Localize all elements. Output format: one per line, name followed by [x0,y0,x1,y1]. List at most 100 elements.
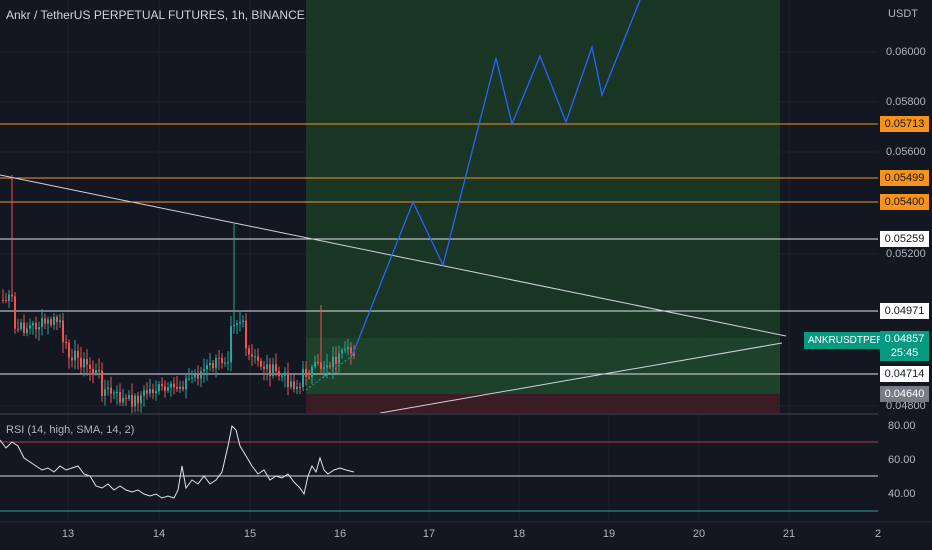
candle-body [317,362,319,364]
candle-body [227,362,229,364]
rsi-tick: 60.00 [888,454,916,466]
candle-body [170,383,172,388]
candle-body [74,350,76,361]
rsi-line[interactable] [0,424,355,499]
candle-body [236,323,238,326]
candle-body [26,328,28,334]
candle-body [275,364,277,372]
candle-body [185,378,187,390]
level-label-04714[interactable]: 0.04714 [880,366,929,382]
candle-body [152,389,154,394]
candlestick-series[interactable] [2,175,355,413]
candle-body [143,390,145,396]
chart-title[interactable]: Ankr / TetherUS PERPETUAL FUTURES, 1h, B… [6,8,305,22]
candle-body [179,386,181,389]
candle-body [83,359,85,368]
candle-body [284,372,286,376]
candle-body [248,348,250,355]
candle-body [269,364,271,376]
candle-body [158,384,160,392]
ascending-trendline[interactable] [379,342,783,414]
candle-body [239,321,241,324]
bar-countdown: 25:45 [890,347,919,359]
candle-body [254,356,256,358]
candle-body [200,371,202,379]
candle-body [80,357,82,368]
candle-body [203,369,205,372]
candle-body [59,320,61,323]
time-tick: 2 [874,528,882,540]
level-label-05499[interactable]: 0.05499 [880,170,929,186]
candle-body [323,367,325,369]
candle-body [107,387,109,390]
candle-body [146,390,148,394]
candle-body [314,362,316,367]
level-label-05713[interactable]: 0.05713 [880,116,929,132]
candle-body [44,318,46,324]
candle-body [137,395,139,404]
time-tick: 19 [602,528,616,540]
stop-zone[interactable] [306,394,780,413]
candle-body [128,395,130,399]
price-tick: 0.04800 [886,400,926,412]
candle-body [11,294,13,297]
candle-body [134,395,136,407]
candle-body [332,356,334,368]
candle-body [245,320,247,349]
price-tick: 0.06000 [886,46,926,58]
candle-body [116,392,118,394]
candle-body [326,365,328,368]
candle-body [89,364,91,369]
level-label-05400[interactable]: 0.05400 [880,194,929,210]
current-price-label[interactable]: 0.04857 25:45 [880,331,929,361]
candle-body [329,365,331,368]
candle-body [161,384,163,387]
price-tick: 0.05600 [886,146,926,158]
candle-body [305,368,307,377]
candle-body [155,391,157,394]
candle-body [281,375,283,377]
candle-body [218,357,220,359]
candle-body [167,387,169,391]
candle-body [290,381,292,388]
candle-body [68,342,70,358]
descending-trendline[interactable] [0,174,787,337]
candle-body [353,353,355,356]
candle-body [56,317,58,323]
candle-body [17,328,19,330]
candle-body [206,365,208,370]
level-label-04640[interactable]: 0.04640 [880,386,929,402]
candle-body [47,319,49,324]
candle-body [98,369,100,371]
candle-body [221,357,223,364]
rsi-tick: 40.00 [888,488,916,500]
current-price: 0.04857 [884,333,925,345]
target-zone[interactable] [306,0,780,394]
price-tick: 0.05800 [886,96,926,108]
rsi-tick: 80.00 [888,420,916,432]
candle-body [62,320,64,343]
candle-body [347,347,349,350]
candle-body [287,372,289,388]
level-label-05259[interactable]: 0.05259 [880,231,929,247]
candle-body [173,383,175,387]
candle-body [113,392,115,394]
candle-body [110,387,112,394]
candle-body [212,362,214,369]
candle-body [38,327,40,330]
candle-body [296,386,298,390]
candle-body [338,353,340,364]
level-label-04971[interactable]: 0.04971 [880,303,929,319]
candle-body [191,377,193,379]
candle-body [50,319,52,325]
candle-body [53,317,55,325]
time-tick: 14 [152,528,166,540]
symbol-label[interactable]: ANKRUSDTPERP [804,332,895,349]
rsi-indicator-label[interactable]: RSI (14, high, SMA, 14, 2) [6,424,135,436]
candle-body [350,347,352,354]
candle-body [308,376,310,378]
candle-body [263,366,265,370]
projection-path[interactable] [351,0,641,357]
